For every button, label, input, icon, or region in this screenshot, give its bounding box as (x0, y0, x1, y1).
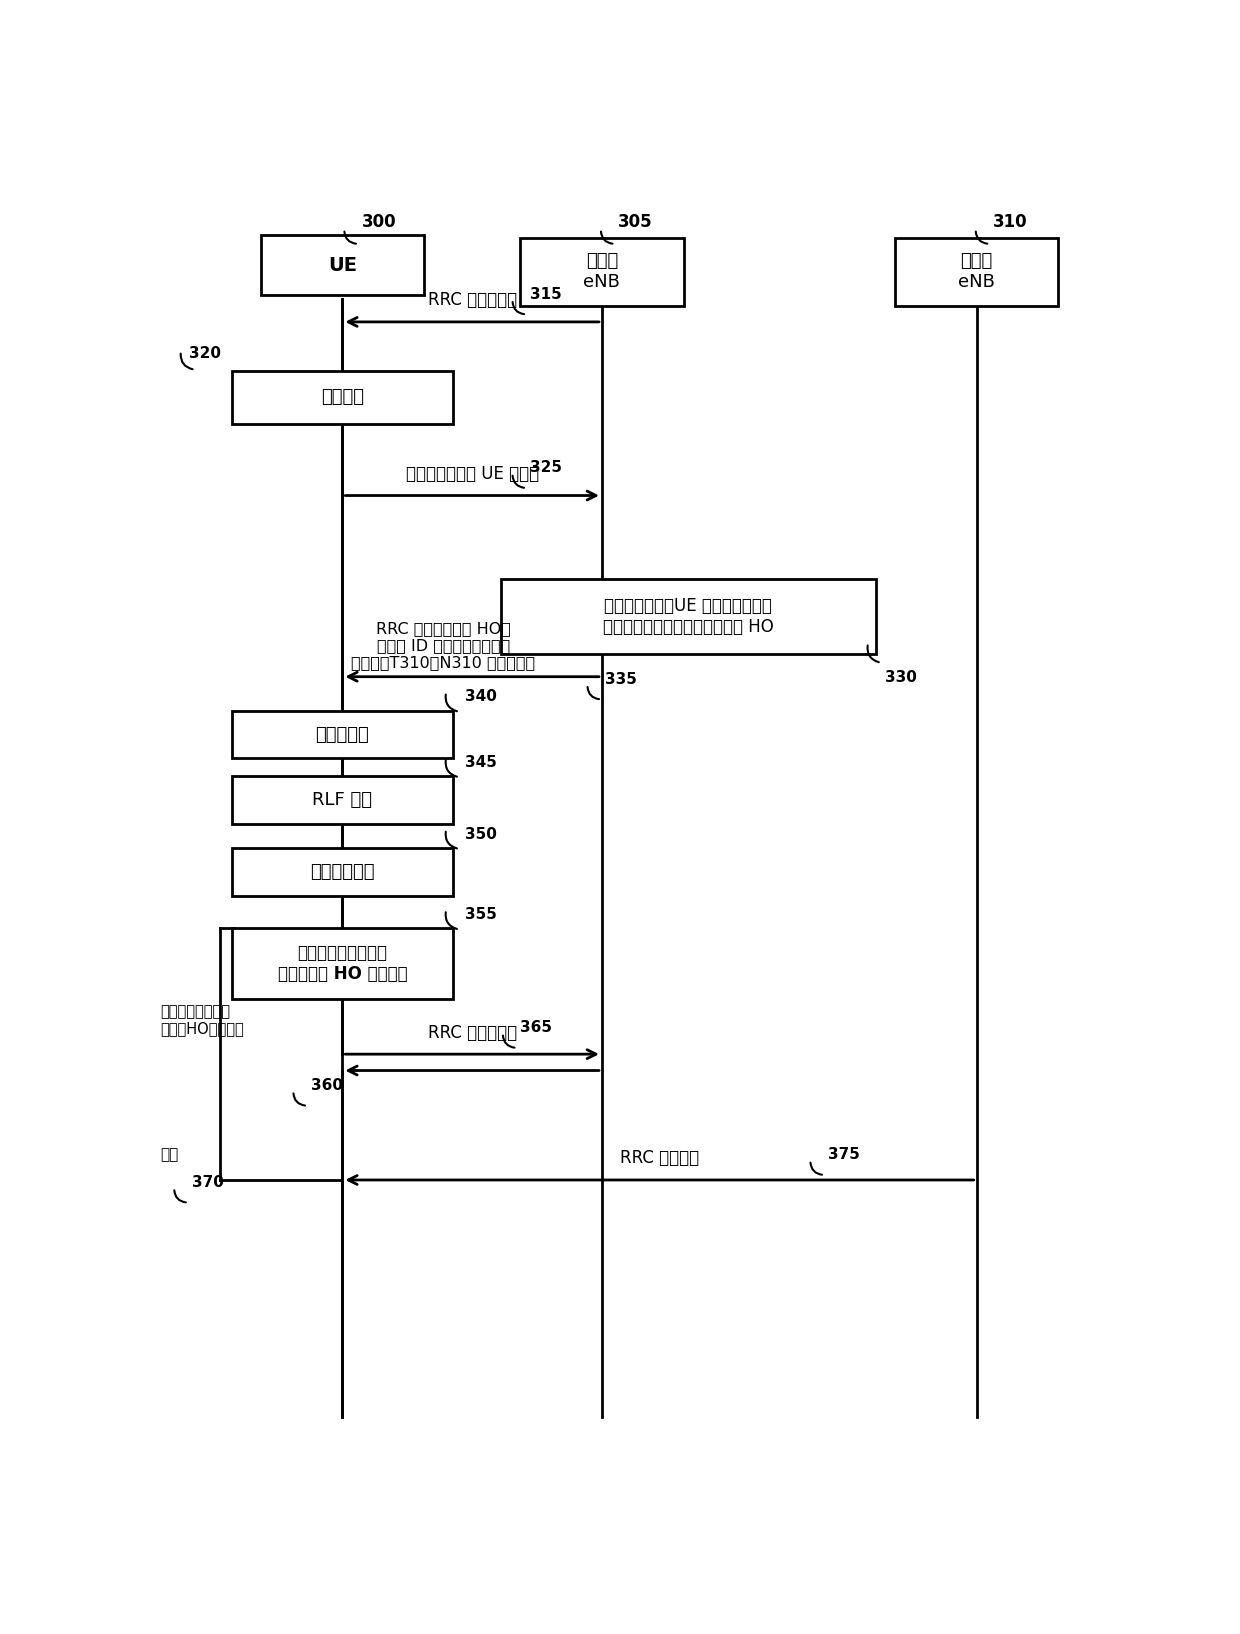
Text: 340: 340 (465, 690, 497, 704)
Text: 315: 315 (529, 288, 562, 302)
Text: 375: 375 (828, 1147, 859, 1162)
Text: 宏小区
eNB: 宏小区 eNB (584, 252, 620, 291)
Text: 350: 350 (465, 827, 497, 842)
Text: RRC 连接建立: RRC 连接建立 (620, 1149, 699, 1167)
Text: RRC 消息（指示不 HO、
小小区 ID 并且包括相关配置
（例如，T310、N310 的新値））: RRC 消息（指示不 HO、 小小区 ID 并且包括相关配置 （例如，T310、… (351, 621, 536, 670)
Text: 360: 360 (311, 1078, 342, 1093)
Text: 345: 345 (465, 755, 497, 770)
Text: 320: 320 (188, 346, 221, 361)
Text: 否则: 否则 (160, 1147, 179, 1162)
Text: 305: 305 (619, 214, 652, 232)
FancyBboxPatch shape (232, 928, 453, 998)
Text: 小小区
eNB: 小小区 eNB (959, 252, 994, 291)
FancyBboxPatch shape (895, 237, 1059, 306)
Text: 330: 330 (885, 670, 918, 685)
Text: 365: 365 (521, 1020, 552, 1036)
Text: UE: UE (327, 257, 357, 275)
Text: 310: 310 (993, 214, 1028, 232)
Text: 300: 300 (362, 214, 397, 232)
Text: RRC 连接重建立: RRC 连接重建立 (428, 1023, 517, 1041)
Text: 发现合适小区: 发现合适小区 (310, 863, 374, 881)
Text: 测量报告（包括 UE 速度）: 测量报告（包括 UE 速度） (405, 466, 538, 484)
Text: 基于测量结果、UE 速度和目标小区
类型决定是否执行到目标小区的 HO: 基于测量结果、UE 速度和目标小区 类型决定是否执行到目标小区的 HO (603, 596, 774, 636)
Text: 发现的合适小区是
不允许HO的小小区: 发现的合适小区是 不允许HO的小小区 (160, 1003, 243, 1036)
FancyBboxPatch shape (521, 237, 683, 306)
Text: 应用新配置: 应用新配置 (315, 725, 370, 743)
Text: RRC 连接重配置: RRC 连接重配置 (428, 291, 517, 309)
Text: 检查发现的合适小区
是否是允许 HO 的小小区: 检查发现的合适小区 是否是允许 HO 的小小区 (278, 944, 407, 984)
FancyBboxPatch shape (232, 711, 453, 758)
Text: 355: 355 (465, 907, 497, 922)
FancyBboxPatch shape (260, 235, 424, 296)
FancyBboxPatch shape (232, 848, 453, 895)
Text: 执行测量: 执行测量 (321, 389, 363, 407)
FancyBboxPatch shape (501, 578, 875, 654)
FancyBboxPatch shape (232, 371, 453, 423)
Text: RLF 发生: RLF 发生 (312, 791, 372, 809)
Text: 325: 325 (529, 461, 562, 475)
Text: 335: 335 (605, 672, 636, 686)
Text: 370: 370 (191, 1175, 223, 1190)
FancyBboxPatch shape (232, 776, 453, 824)
